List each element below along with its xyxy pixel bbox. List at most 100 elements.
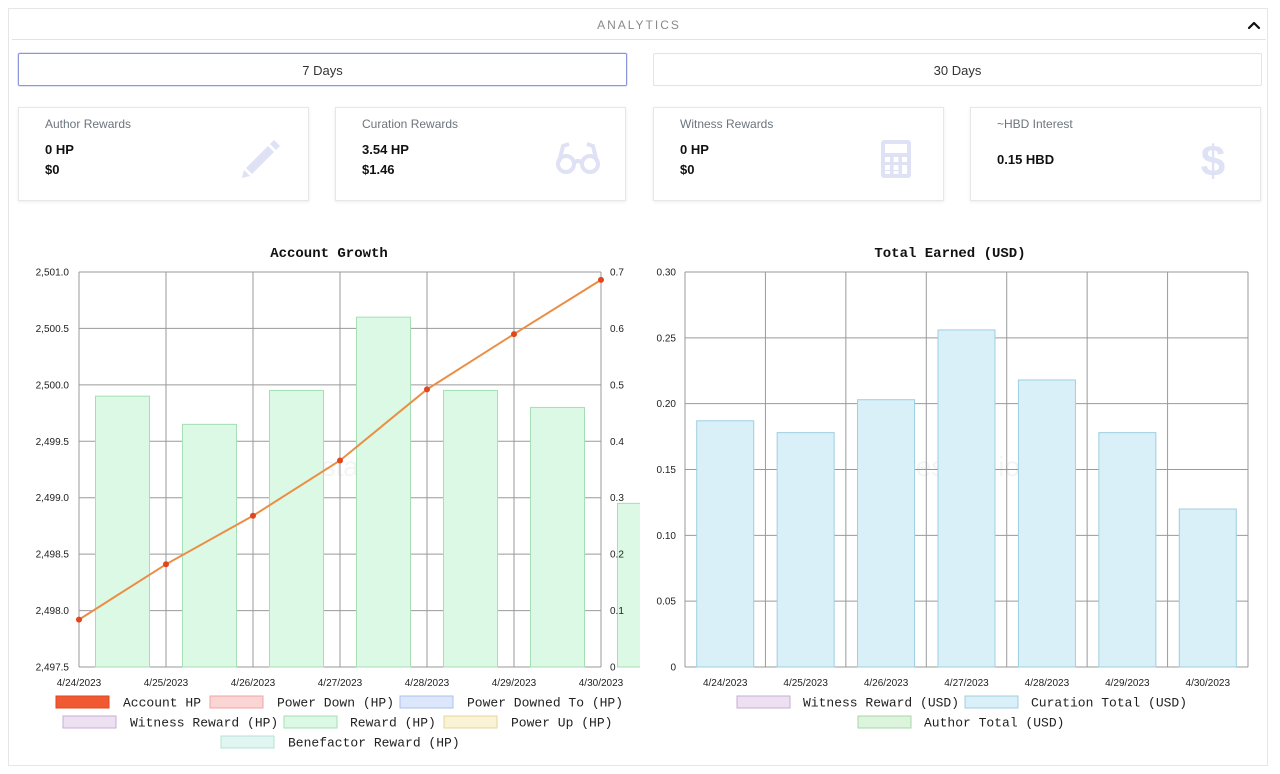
card-title: Witness Rewards xyxy=(680,117,774,131)
right-axis-tick-label: 0.5 xyxy=(610,380,624,391)
account-hp-point[interactable] xyxy=(337,457,343,464)
hbd-interest-card: ~HBD Interest 0.15 HBD $ xyxy=(970,107,1261,201)
legend-swatch[interactable] xyxy=(736,695,791,709)
card-title: Author Rewards xyxy=(45,117,132,131)
curation-total-bar[interactable] xyxy=(776,432,835,668)
left-axis-tick-label: 2,500.5 xyxy=(36,324,70,335)
x-axis-tick-label: 4/26/2023 xyxy=(864,678,909,689)
total-earned-chart: Total Earned (USD) hivestats.io 0.300.25… xyxy=(657,246,1249,731)
legend-label[interactable]: Curation Total (USD) xyxy=(1031,696,1187,711)
legend-swatch[interactable] xyxy=(443,715,498,729)
witness-rewards-card: Witness Rewards 0 HP $0 xyxy=(653,107,944,201)
analytics-title: ANALYTICS xyxy=(597,18,681,32)
svg-text:$: $ xyxy=(1201,137,1225,182)
x-axis-tick-label: 4/30/2023 xyxy=(579,678,624,689)
x-axis-tick-label: 4/28/2023 xyxy=(405,678,450,689)
y-axis-tick-label: 0 xyxy=(670,663,676,674)
legend-swatch[interactable] xyxy=(399,695,454,709)
legend-swatch[interactable] xyxy=(857,715,912,729)
legend-swatch[interactable] xyxy=(62,715,117,729)
pencil-icon xyxy=(242,140,280,178)
x-axis-tick-label: 4/27/2023 xyxy=(944,678,989,689)
x-axis-tick-label: 4/29/2023 xyxy=(492,678,537,689)
chevron-up-icon[interactable] xyxy=(1246,17,1262,33)
legend-swatch[interactable] xyxy=(209,695,264,709)
reward-hp-bar[interactable] xyxy=(356,316,411,668)
reward-hp-bar[interactable] xyxy=(95,395,150,668)
left-axis-tick-label: 2,498.5 xyxy=(36,550,70,561)
card-title: Curation Rewards xyxy=(362,117,459,131)
x-axis-tick-label: 4/29/2023 xyxy=(1105,678,1150,689)
y-axis-tick-label: 0.30 xyxy=(657,268,677,279)
y-axis-tick-label: 0.25 xyxy=(657,333,677,344)
reward-hp-bar[interactable] xyxy=(530,406,585,668)
right-axis-tick-label: 0 xyxy=(610,663,616,674)
analytics-header[interactable]: ANALYTICS xyxy=(12,11,1266,40)
legend-swatch[interactable] xyxy=(55,695,110,709)
curation-total-bar[interactable] xyxy=(857,399,916,668)
chart-title: Total Earned (USD) xyxy=(874,246,1025,262)
card-title: ~HBD Interest xyxy=(997,117,1073,131)
legend-swatch[interactable] xyxy=(283,715,338,729)
right-axis-tick-label: 0.4 xyxy=(610,437,624,448)
right-axis-tick-label: 0.1 xyxy=(610,606,624,617)
right-axis-tick-label: 0.3 xyxy=(610,493,624,504)
legend-label[interactable]: Reward (HP) xyxy=(350,716,436,731)
account-hp-point[interactable] xyxy=(598,276,604,283)
legend-label[interactable]: Benefactor Reward (HP) xyxy=(288,736,460,751)
x-axis-tick-label: 4/24/2023 xyxy=(57,678,102,689)
right-axis-tick-label: 0.2 xyxy=(610,550,624,561)
account-growth-chart: Account Growth hivestats.io 2,501.02,500… xyxy=(36,246,641,751)
x-axis-tick-label: 4/24/2023 xyxy=(703,678,748,689)
card-value-usd: $1.46 xyxy=(362,162,395,177)
30-days-button[interactable]: 30 Days xyxy=(653,53,1262,86)
legend-label[interactable]: Witness Reward (USD) xyxy=(803,696,959,711)
left-axis-tick-label: 2,499.5 xyxy=(36,437,70,448)
legend-label[interactable]: Author Total (USD) xyxy=(924,716,1064,731)
card-value-hp: 0 HP xyxy=(45,142,74,157)
curation-total-bar[interactable] xyxy=(1178,508,1237,668)
card-value-hp: 3.54 HP xyxy=(362,142,409,157)
chart-title: Account Growth xyxy=(270,246,388,262)
card-value-usd: $0 xyxy=(680,162,695,177)
curation-total-bar[interactable] xyxy=(1098,432,1157,668)
left-axis-tick-label: 2,501.0 xyxy=(36,268,70,279)
legend-label[interactable]: Power Up (HP) xyxy=(511,716,612,731)
legend-swatch[interactable] xyxy=(220,735,275,749)
legend-label[interactable]: Power Down (HP) xyxy=(277,696,394,711)
7-days-button[interactable]: 7 Days xyxy=(18,53,627,86)
card-value-hp: 0 HP xyxy=(680,142,709,157)
left-axis-tick-label: 2,499.0 xyxy=(36,493,70,504)
reward-hp-bar[interactable] xyxy=(269,390,324,668)
x-axis-tick-label: 4/25/2023 xyxy=(783,678,828,689)
y-axis-tick-label: 0.10 xyxy=(657,531,677,542)
glasses-icon xyxy=(556,142,600,174)
y-axis-tick-label: 0.15 xyxy=(657,465,677,476)
account-hp-point[interactable] xyxy=(424,386,430,393)
left-axis-tick-label: 2,500.0 xyxy=(36,380,70,391)
left-axis-tick-label: 2,497.5 xyxy=(36,663,70,674)
legend-swatch[interactable] xyxy=(964,695,1019,709)
account-hp-point[interactable] xyxy=(76,616,82,623)
reward-hp-bar[interactable] xyxy=(182,423,237,668)
legend-label[interactable]: Power Downed To (HP) xyxy=(467,696,623,711)
x-axis-tick-label: 4/30/2023 xyxy=(1186,678,1231,689)
card-value-usd: $0 xyxy=(45,162,60,177)
curation-total-bar[interactable] xyxy=(1017,379,1076,668)
x-axis-tick-label: 4/28/2023 xyxy=(1025,678,1070,689)
account-hp-point[interactable] xyxy=(250,512,256,519)
x-axis-tick-label: 4/27/2023 xyxy=(318,678,363,689)
legend-label[interactable]: Account HP xyxy=(123,696,201,711)
curation-total-bar[interactable] xyxy=(937,329,996,668)
curation-rewards-card: Curation Rewards 3.54 HP $1.46 xyxy=(335,107,626,201)
author-rewards-card: Author Rewards 0 HP $0 xyxy=(18,107,309,201)
y-axis-tick-label: 0.05 xyxy=(657,597,677,608)
dollar-icon: $ xyxy=(1201,137,1225,182)
legend-label[interactable]: Witness Reward (HP) xyxy=(130,716,278,731)
account-hp-point[interactable] xyxy=(511,331,517,338)
curation-total-bar[interactable] xyxy=(696,420,755,668)
account-hp-point[interactable] xyxy=(163,561,169,568)
reward-hp-bar[interactable] xyxy=(617,502,641,668)
reward-hp-bar[interactable] xyxy=(443,390,498,668)
right-axis-tick-label: 0.7 xyxy=(610,268,624,279)
